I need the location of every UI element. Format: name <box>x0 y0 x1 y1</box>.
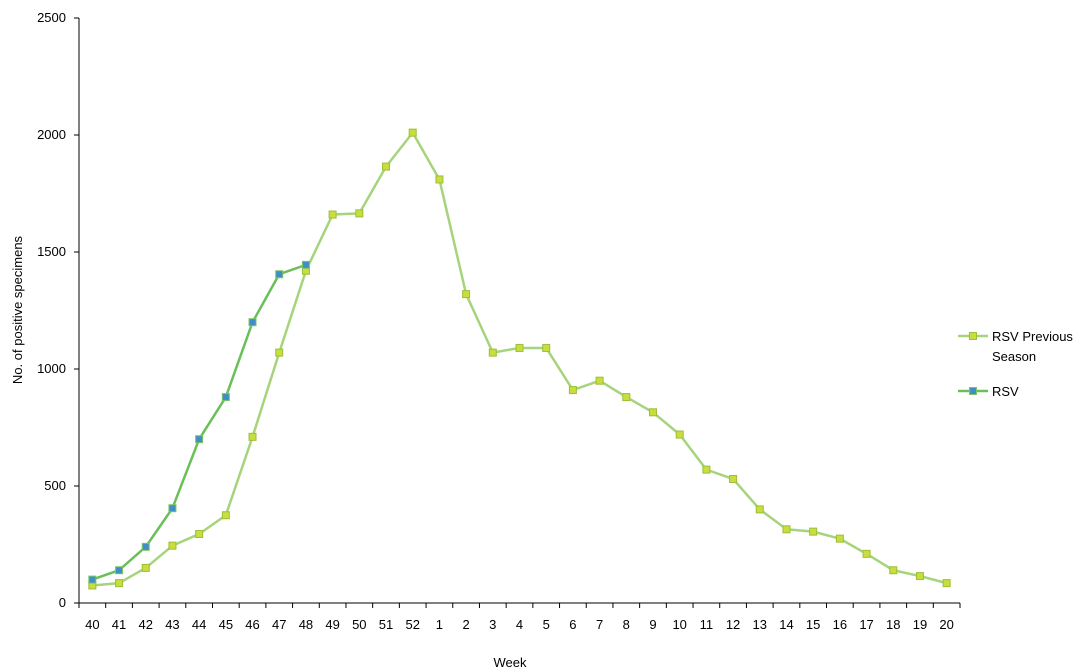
y-tick-label: 2000 <box>37 127 66 142</box>
data-point <box>515 343 524 352</box>
data-point <box>301 260 310 269</box>
y-tick-label: 1000 <box>37 361 66 376</box>
data-point <box>542 343 551 352</box>
x-tick-label: 4 <box>516 617 523 632</box>
x-axis-ticks: 40 41 42 43 44 45 46 47 48 49 50 51 52 1 2 3 4 5 6 7 8 9 10 11 1… <box>78 603 961 632</box>
data-point <box>328 210 337 219</box>
x-axis-title: Week <box>494 655 527 670</box>
x-tick-label: 45 <box>219 617 233 632</box>
series-0 <box>88 128 951 590</box>
data-point <box>221 511 230 520</box>
x-tick-label: 10 <box>672 617 686 632</box>
x-tick-label: 9 <box>649 617 656 632</box>
data-point <box>809 527 818 536</box>
data-point <box>862 549 871 558</box>
x-tick-label: 51 <box>379 617 393 632</box>
x-tick-label: 15 <box>806 617 820 632</box>
x-tick-label: 42 <box>139 617 153 632</box>
legend: RSV Previous Season RSV <box>958 329 1073 399</box>
data-point <box>141 542 150 551</box>
y-tick-label: 500 <box>44 478 66 493</box>
x-tick-label: 14 <box>779 617 793 632</box>
data-point <box>729 474 738 483</box>
series-1 <box>88 260 310 584</box>
x-tick-label: 8 <box>623 617 630 632</box>
x-tick-label: 49 <box>325 617 339 632</box>
data-point <box>275 348 284 357</box>
y-axis-ticks: 0 500 1000 1500 2000 2500 <box>37 10 79 610</box>
data-point <box>702 465 711 474</box>
data-point <box>462 290 471 299</box>
data-point <box>942 579 951 588</box>
x-tick-label: 47 <box>272 617 286 632</box>
data-point <box>435 175 444 184</box>
data-point <box>595 376 604 385</box>
x-tick-label: 3 <box>489 617 496 632</box>
legend-swatch-marker <box>969 332 977 340</box>
y-axis-title: No. of positive specimens <box>10 235 25 384</box>
data-point <box>675 430 684 439</box>
data-point <box>755 505 764 514</box>
legend-swatch-marker <box>969 387 977 395</box>
data-point <box>382 162 391 171</box>
data-point <box>488 348 497 357</box>
x-tick-label: 16 <box>833 617 847 632</box>
data-point <box>168 504 177 513</box>
x-tick-label: 18 <box>886 617 900 632</box>
x-tick-label: 12 <box>726 617 740 632</box>
series-line <box>91 131 948 587</box>
legend-item: RSV Previous Season <box>958 329 1073 364</box>
x-tick-label: 52 <box>405 617 419 632</box>
data-point <box>168 541 177 550</box>
data-point <box>195 529 204 538</box>
data-point <box>195 435 204 444</box>
data-point <box>248 318 257 327</box>
data-point <box>275 270 284 279</box>
x-tick-label: 19 <box>913 617 927 632</box>
legend-label: RSV Previous <box>992 329 1073 344</box>
x-tick-label: 11 <box>700 617 714 632</box>
x-tick-label: 7 <box>596 617 603 632</box>
x-tick-label: 50 <box>352 617 366 632</box>
legend-label: Season <box>992 349 1036 364</box>
x-tick-label: 2 <box>462 617 469 632</box>
y-tick-label: 1500 <box>37 244 66 259</box>
data-point <box>115 566 124 575</box>
x-tick-label: 1 <box>436 617 443 632</box>
y-tick-label: 2500 <box>37 10 66 25</box>
x-tick-label: 40 <box>85 617 99 632</box>
data-point <box>248 432 257 441</box>
data-point <box>648 408 657 417</box>
x-tick-label: 43 <box>165 617 179 632</box>
data-point <box>782 525 791 534</box>
data-point <box>88 575 97 584</box>
x-tick-label: 20 <box>939 617 953 632</box>
legend-item: RSV <box>958 384 1019 399</box>
data-point <box>141 563 150 572</box>
data-point <box>115 579 124 588</box>
data-point <box>221 393 230 402</box>
legend-label: RSV <box>992 384 1019 399</box>
y-tick-label: 0 <box>59 595 66 610</box>
data-point <box>915 572 924 581</box>
data-point <box>835 534 844 543</box>
x-tick-label: 44 <box>192 617 206 632</box>
data-point <box>889 566 898 575</box>
x-tick-label: 5 <box>543 617 550 632</box>
data-point <box>355 209 364 218</box>
data-point <box>408 128 417 137</box>
x-tick-label: 13 <box>753 617 767 632</box>
x-tick-label: 48 <box>299 617 313 632</box>
x-tick-label: 46 <box>245 617 259 632</box>
x-tick-label: 17 <box>859 617 873 632</box>
x-tick-label: 6 <box>569 617 576 632</box>
data-point <box>622 393 631 402</box>
data-point <box>568 386 577 395</box>
series-layer <box>88 128 951 590</box>
x-tick-label: 41 <box>112 617 126 632</box>
